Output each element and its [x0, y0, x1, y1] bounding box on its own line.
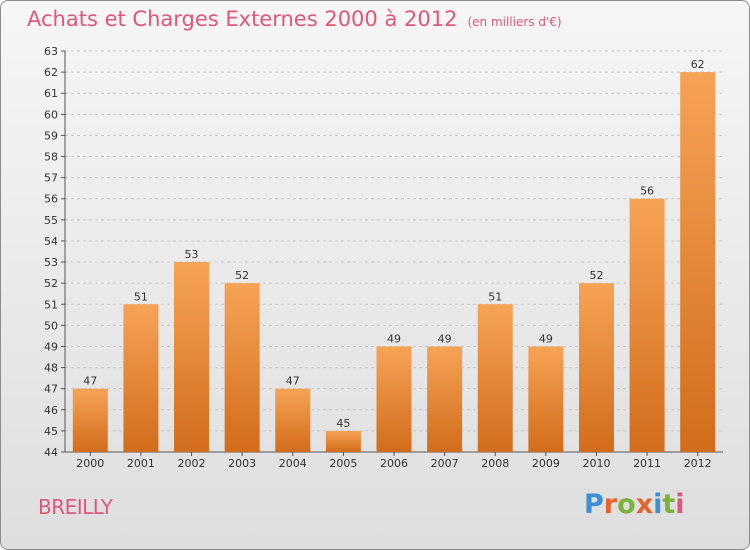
y-tick-label: 61	[44, 87, 58, 100]
logo-letter: i	[653, 489, 663, 520]
x-tick-label: 2011	[633, 457, 661, 470]
commune-name: BREILLY	[38, 495, 113, 519]
y-tick-label: 47	[44, 383, 58, 396]
bar	[578, 283, 614, 452]
y-tick-label: 58	[44, 151, 58, 164]
chart-title-text: Achats et Charges Externes 2000 à 2012	[27, 7, 458, 31]
logo-letter: i	[675, 489, 685, 520]
bar	[680, 72, 716, 453]
bar-value-label: 62	[691, 58, 705, 71]
data-labels: 47 51 53 52 47 45 49 49 51 49 52 56 62	[83, 58, 704, 430]
y-tick-label: 55	[44, 214, 58, 227]
y-tick-label: 48	[44, 362, 58, 375]
x-tick-label: 2012	[684, 457, 712, 470]
logo-letter: t	[662, 489, 676, 520]
x-tick-label: 2004	[279, 457, 307, 470]
y-tick-label: 60	[44, 108, 58, 121]
bar	[629, 198, 665, 452]
bar-value-label: 49	[438, 332, 452, 345]
bar	[275, 388, 311, 452]
logo-letter: r	[603, 489, 618, 520]
y-tick-label: 54	[44, 235, 58, 248]
x-tick-label: 2003	[228, 457, 256, 470]
bar	[427, 346, 463, 452]
chart-title: Achats et Charges Externes 2000 à 2012 (e…	[27, 7, 562, 31]
bar	[174, 262, 210, 452]
y-tick-label: 45	[44, 425, 58, 438]
bar-value-label: 52	[235, 269, 249, 282]
proxiti-logo[interactable]: Proxiti	[584, 489, 685, 520]
bars	[72, 72, 716, 453]
bar-value-label: 51	[134, 290, 148, 303]
x-tick-label: 2006	[380, 457, 408, 470]
bar-value-label: 49	[387, 332, 401, 345]
bar	[477, 304, 513, 452]
y-tick-label: 51	[44, 298, 58, 311]
bar-value-label: 52	[589, 269, 603, 282]
bar	[376, 346, 412, 452]
x-tick-label: 2009	[532, 457, 560, 470]
y-tick-label: 50	[44, 319, 58, 332]
bar	[123, 304, 159, 452]
x-tick-label: 2002	[178, 457, 206, 470]
y-tick-label: 57	[44, 172, 58, 185]
bar-value-label: 47	[286, 375, 300, 388]
y-tick-label: 49	[44, 340, 58, 353]
bar-value-label: 51	[488, 290, 502, 303]
x-tick-label: 2001	[127, 457, 155, 470]
bar-value-label: 47	[83, 375, 97, 388]
bar-value-label: 53	[185, 248, 199, 261]
x-tick-label: 2007	[431, 457, 459, 470]
bar	[325, 430, 361, 452]
y-tick-label: 63	[44, 45, 58, 58]
chart-unit: (en milliers d'€)	[467, 15, 562, 29]
y-tick-label: 56	[44, 193, 58, 206]
bar	[224, 283, 260, 452]
logo-letter: o	[617, 489, 636, 520]
x-tick-label: 2005	[329, 457, 357, 470]
bar-value-label: 56	[640, 185, 654, 198]
logo-letter: x	[635, 489, 654, 520]
y-tick-label: 52	[44, 277, 58, 290]
y-tick-label: 46	[44, 404, 58, 417]
logo-letter: P	[584, 489, 604, 520]
y-tick-label: 59	[44, 129, 58, 142]
y-tick-label: 62	[44, 66, 58, 79]
bar	[528, 346, 564, 452]
y-tick-label: 44	[44, 446, 58, 459]
bar-value-label: 49	[539, 332, 553, 345]
x-tick-label: 2008	[481, 457, 509, 470]
x-tick-label: 2010	[582, 457, 610, 470]
y-tick-label: 53	[44, 256, 58, 269]
bar-value-label: 45	[336, 417, 350, 430]
bar	[72, 388, 108, 452]
x-tick-label: 2000	[76, 457, 104, 470]
